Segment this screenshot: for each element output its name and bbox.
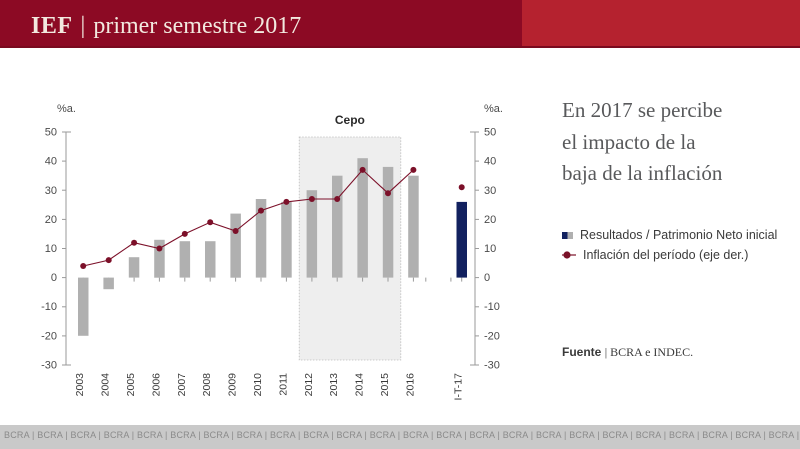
svg-text:30: 30 [484, 185, 496, 197]
svg-text:20: 20 [45, 214, 57, 226]
svg-text:40: 40 [484, 156, 496, 168]
svg-text:2008: 2008 [201, 373, 213, 397]
svg-text:Cepo: Cepo [335, 113, 365, 127]
svg-text:2007: 2007 [176, 373, 188, 397]
svg-text:-10: -10 [484, 301, 500, 313]
svg-text:-30: -30 [41, 360, 57, 372]
svg-text:2013: 2013 [328, 373, 340, 397]
svg-text:40: 40 [45, 156, 57, 168]
svg-text:2016: 2016 [404, 373, 416, 397]
svg-text:2003: 2003 [74, 373, 86, 397]
svg-text:50: 50 [484, 127, 496, 139]
svg-text:-20: -20 [484, 330, 500, 342]
svg-text:2005: 2005 [125, 373, 137, 397]
svg-text:10: 10 [45, 243, 57, 255]
svg-text:2014: 2014 [354, 373, 366, 397]
svg-text:2006: 2006 [150, 373, 162, 397]
svg-text:2010: 2010 [252, 373, 264, 397]
svg-text:10: 10 [484, 243, 496, 255]
svg-text:I-T-17: I-T-17 [453, 373, 465, 401]
svg-text:2015: 2015 [379, 373, 391, 397]
svg-text:2009: 2009 [227, 373, 239, 397]
svg-text:20: 20 [484, 214, 496, 226]
svg-text:-30: -30 [484, 360, 500, 372]
svg-text:50: 50 [45, 127, 57, 139]
svg-text:2012: 2012 [303, 373, 315, 397]
svg-text:0: 0 [484, 272, 490, 284]
svg-text:2011: 2011 [277, 373, 289, 396]
svg-text:2004: 2004 [100, 373, 112, 397]
svg-text:%a.: %a. [484, 103, 503, 115]
svg-text:30: 30 [45, 185, 57, 197]
svg-text:-20: -20 [41, 330, 57, 342]
svg-text:-10: -10 [41, 301, 57, 313]
svg-text:%a.: %a. [57, 103, 76, 115]
svg-text:0: 0 [51, 272, 57, 284]
